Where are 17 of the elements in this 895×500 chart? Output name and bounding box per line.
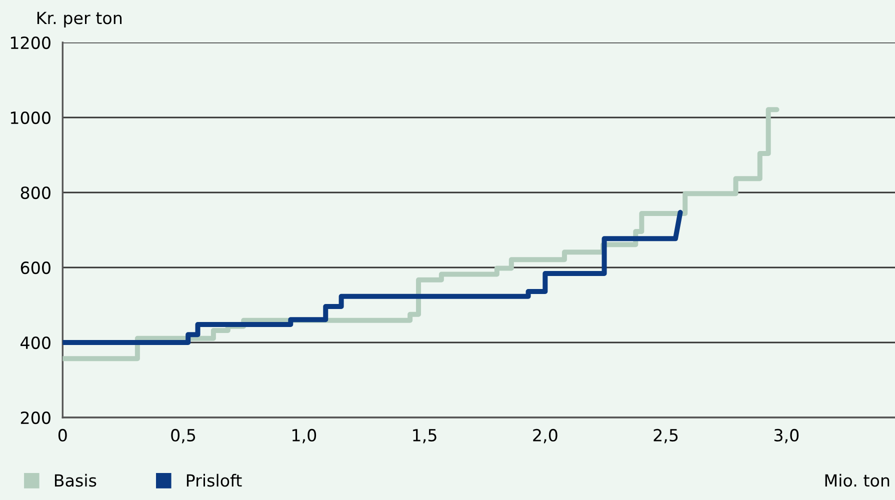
y-tick-label: 800 [20, 186, 50, 200]
y-axis-title: Kr. per ton [37, 12, 122, 28]
x-tick-label: 2,0 [533, 428, 558, 444]
x-tick-label: 1,5 [413, 429, 436, 444]
x-tick-label: 0,5 [171, 428, 196, 444]
legend-label: Basis [54, 474, 96, 487]
x-axis-title: Mio. ton [825, 474, 890, 487]
y-tick-label: 200 [20, 411, 50, 424]
x-tick-label: 2,5 [654, 428, 678, 444]
x-tick-label: 0 [58, 428, 67, 442]
y-tick-label: 600 [20, 261, 50, 274]
y-tick-label: 1000 [10, 111, 50, 124]
x-tick-label: 1,0 [292, 428, 316, 444]
legend-label: Prisloft [186, 474, 242, 487]
x-tick-label: 3,0 [774, 428, 799, 444]
y-tick-label: 1200 [10, 36, 50, 50]
y-tick-label: 400 [20, 336, 50, 350]
